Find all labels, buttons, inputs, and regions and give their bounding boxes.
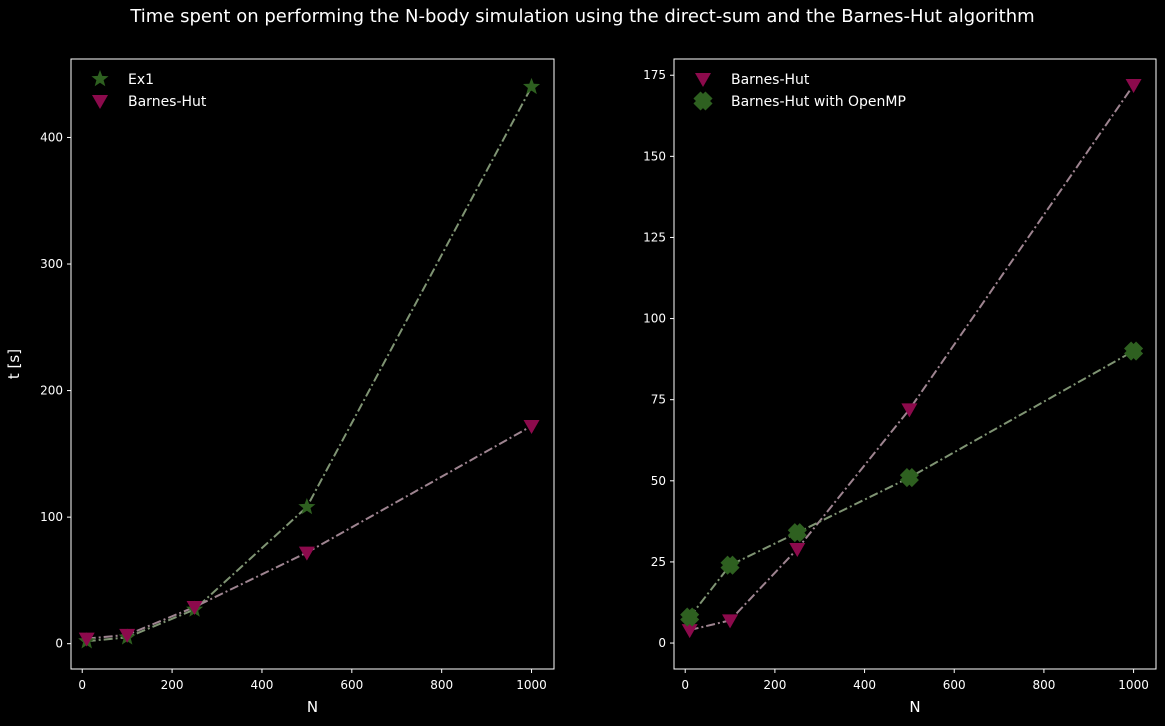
legend-marker <box>92 95 108 109</box>
x-axis-label: N <box>909 698 920 716</box>
x-tick-label: 200 <box>763 678 786 692</box>
y-tick-label: 25 <box>651 555 666 569</box>
legend-marker <box>91 70 109 87</box>
series-line-1 <box>86 86 533 643</box>
y-tick-label: 400 <box>40 130 63 144</box>
data-point <box>1124 341 1144 361</box>
data-point <box>186 600 203 615</box>
x-tick-label: 0 <box>681 678 689 692</box>
x-tick-label: 600 <box>340 678 363 692</box>
plot-frame <box>70 58 555 670</box>
legend-label: Barnes-Hut with OpenMP <box>731 94 906 110</box>
data-point <box>787 523 807 543</box>
data-point <box>722 614 739 629</box>
y-tick-label: 175 <box>643 68 666 82</box>
x-tick-label: 1000 <box>1118 678 1149 692</box>
marker-shape <box>693 91 713 111</box>
y-tick-label: 150 <box>643 149 666 163</box>
y-tick-label: 50 <box>651 474 666 488</box>
data-point <box>680 607 700 627</box>
y-tick-label: 100 <box>643 312 666 326</box>
plot-frame <box>673 58 1157 670</box>
data-point <box>681 624 698 639</box>
marker-shape <box>899 468 919 488</box>
data-point <box>720 555 740 575</box>
marker-shape <box>1124 341 1144 361</box>
x-tick-label: 0 <box>78 678 86 692</box>
data-point <box>1125 78 1142 93</box>
data-point <box>523 420 540 435</box>
y-tick-label: 75 <box>651 393 666 407</box>
data-point <box>522 77 541 95</box>
legend-marker <box>695 73 711 87</box>
y-axis-label: t [s] <box>5 349 23 379</box>
legend-label: Barnes-Hut <box>128 94 207 110</box>
y-tick-label: 0 <box>55 637 63 651</box>
marker-shape <box>787 523 807 543</box>
y-tick-label: 125 <box>643 230 666 244</box>
series-line-1 <box>689 84 1135 632</box>
x-tick-label: 800 <box>1032 678 1055 692</box>
x-axis-label: N <box>307 698 318 716</box>
x-tick-label: 800 <box>430 678 453 692</box>
x-tick-label: 600 <box>943 678 966 692</box>
data-point <box>78 632 95 647</box>
legend-label: Ex1 <box>128 72 154 88</box>
data-point <box>899 468 919 488</box>
data-point <box>298 546 315 561</box>
legend-label: Barnes-Hut <box>731 72 810 88</box>
legend-marker <box>693 91 713 111</box>
data-point <box>119 628 136 643</box>
marker-shape <box>680 607 700 627</box>
figure-title: Time spent on performing the N-body simu… <box>130 6 1035 27</box>
marker-shape <box>720 555 740 575</box>
series-line-2 <box>86 425 533 640</box>
y-tick-label: 100 <box>40 510 63 524</box>
chart-panel-2: 0 200 400 600 800 1000 0 25 50 75 100 125 150 175 N Bar… <box>643 58 1157 716</box>
data-point <box>901 403 918 418</box>
x-tick-label: 400 <box>251 678 274 692</box>
chart-panel-1: 0 200 400 600 800 1000 0 100 200 300 400 Nt [s] Ex1 B… <box>5 58 555 716</box>
data-point <box>298 498 316 515</box>
y-tick-label: 200 <box>40 384 63 398</box>
y-tick-label: 300 <box>40 257 63 271</box>
data-point <box>789 542 806 557</box>
x-tick-label: 1000 <box>516 678 547 692</box>
x-tick-label: 400 <box>853 678 876 692</box>
x-tick-label: 200 <box>161 678 184 692</box>
y-tick-label: 0 <box>658 636 666 650</box>
